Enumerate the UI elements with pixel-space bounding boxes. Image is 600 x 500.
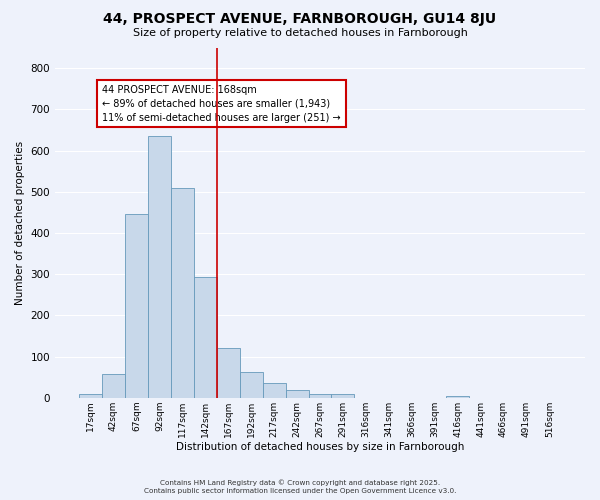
Bar <box>125 214 148 398</box>
Bar <box>446 396 469 398</box>
Bar <box>171 188 194 398</box>
Text: 44, PROSPECT AVENUE, FARNBOROUGH, GU14 8JU: 44, PROSPECT AVENUE, FARNBOROUGH, GU14 8… <box>103 12 497 26</box>
Bar <box>194 277 217 398</box>
Bar <box>240 372 263 398</box>
Text: 44 PROSPECT AVENUE: 168sqm
← 89% of detached houses are smaller (1,943)
11% of s: 44 PROSPECT AVENUE: 168sqm ← 89% of deta… <box>102 84 341 122</box>
Y-axis label: Number of detached properties: Number of detached properties <box>15 140 25 304</box>
Text: Size of property relative to detached houses in Farnborough: Size of property relative to detached ho… <box>133 28 467 38</box>
Bar <box>217 348 240 398</box>
Bar <box>148 136 171 398</box>
Bar <box>263 384 286 398</box>
Bar <box>286 390 308 398</box>
Bar <box>331 394 355 398</box>
Text: Contains HM Land Registry data © Crown copyright and database right 2025.
Contai: Contains HM Land Registry data © Crown c… <box>144 479 456 494</box>
Bar <box>308 394 331 398</box>
X-axis label: Distribution of detached houses by size in Farnborough: Distribution of detached houses by size … <box>176 442 464 452</box>
Bar <box>102 374 125 398</box>
Bar <box>79 394 102 398</box>
